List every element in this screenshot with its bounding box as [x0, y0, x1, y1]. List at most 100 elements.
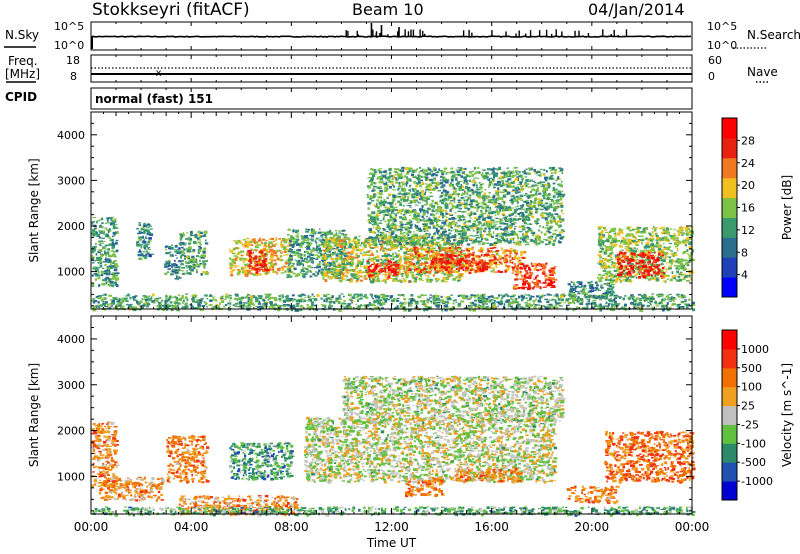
power-cell: [420, 197, 423, 200]
power-cell: [190, 231, 193, 234]
power-cell: [179, 243, 183, 246]
power-cell: [312, 247, 315, 250]
power-cell: [421, 205, 424, 208]
power-cell: [485, 223, 489, 227]
power-cell: [368, 221, 371, 224]
power-cell: [96, 233, 101, 237]
power-cell: [430, 266, 435, 269]
power-cell: [375, 275, 379, 277]
power-cell: [416, 242, 420, 245]
power-cell: [355, 243, 358, 245]
power-cell: [413, 236, 418, 240]
power-cell: [452, 271, 456, 273]
power-cell: [439, 234, 442, 237]
power-cell: [289, 239, 292, 243]
power-cell: [146, 243, 150, 245]
power-cells: [91, 166, 696, 312]
power-cell: [371, 223, 374, 226]
power-cell: [516, 191, 519, 194]
power-cell: [535, 263, 539, 267]
power-cell: [329, 246, 334, 249]
power-cell: [499, 184, 503, 188]
power-cell: [457, 185, 460, 187]
power-cell: [397, 250, 401, 252]
power-cell: [91, 232, 96, 236]
power-cell: [313, 267, 318, 269]
power-cell: [483, 254, 487, 257]
power-cell: [262, 261, 266, 264]
power-cell: [105, 281, 108, 285]
power-cell: [550, 220, 553, 224]
power-cell: [320, 234, 324, 237]
power-cell: [180, 255, 182, 259]
power-cell: [443, 255, 447, 258]
power-cell: [178, 268, 181, 271]
power-cell: [498, 166, 502, 168]
power-cell: [408, 230, 412, 234]
power-cell: [527, 283, 530, 286]
power-cell: [438, 256, 441, 258]
power-cell: [204, 242, 209, 245]
power-cell: [260, 259, 263, 261]
power-cell: [374, 267, 378, 270]
power-cell: [348, 242, 351, 244]
power-cell: [455, 189, 457, 193]
power-cell: [510, 198, 514, 201]
power-cell: [259, 250, 263, 254]
power-cell: [400, 181, 403, 184]
power-cell: [195, 242, 198, 245]
power-cell: [439, 269, 444, 272]
freq-label-line2: [MHz]: [5, 67, 41, 81]
power-cell: [343, 241, 347, 244]
power-cell: [196, 270, 198, 274]
power-cell: [164, 265, 168, 268]
power-cell: [418, 171, 421, 174]
power-cell: [457, 278, 462, 280]
power-cell: [509, 233, 514, 236]
power-cell: [171, 263, 175, 266]
power-cell: [384, 273, 388, 276]
power-cell: [363, 267, 367, 269]
power-cell: [345, 274, 348, 278]
power-cell: [379, 181, 382, 184]
power-cell: [379, 197, 383, 199]
power-cell: [535, 242, 538, 246]
power-cell: [423, 224, 426, 227]
power-cell: [294, 251, 298, 253]
power-cell: [348, 245, 352, 249]
power-cell: [403, 231, 405, 234]
power-cell: [498, 256, 502, 259]
power-cell: [504, 262, 508, 264]
power-cell: [393, 245, 397, 248]
power-cell: [324, 252, 327, 255]
power-cell: [380, 240, 384, 242]
power-cell: [442, 276, 446, 280]
power-cell: [451, 216, 456, 220]
power-cell: [456, 241, 460, 245]
power-cell: [379, 273, 381, 275]
power-cell: [506, 265, 510, 268]
power-cell: [433, 233, 436, 235]
power-cell: [516, 268, 519, 270]
power-cell: [100, 242, 104, 244]
power-cell: [284, 251, 288, 253]
power-cell: [504, 183, 507, 185]
power-cell: [525, 280, 528, 283]
power-cell: [489, 196, 493, 198]
power-cell: [391, 201, 394, 205]
power-cell: [187, 272, 192, 275]
power-cell: [296, 260, 298, 263]
power-cell: [410, 194, 413, 197]
power-cell: [526, 218, 531, 222]
power-cell: [395, 259, 400, 262]
power-cell: [318, 244, 322, 247]
power-cell: [186, 256, 191, 258]
power-cell: [373, 194, 376, 197]
power-cell: [555, 236, 557, 240]
power-cell: [420, 245, 423, 249]
power-cell: [494, 260, 498, 263]
power-cell: [445, 192, 449, 195]
power-cell: [205, 271, 209, 272]
power-cell: [533, 262, 537, 266]
power-cell: [403, 240, 408, 242]
